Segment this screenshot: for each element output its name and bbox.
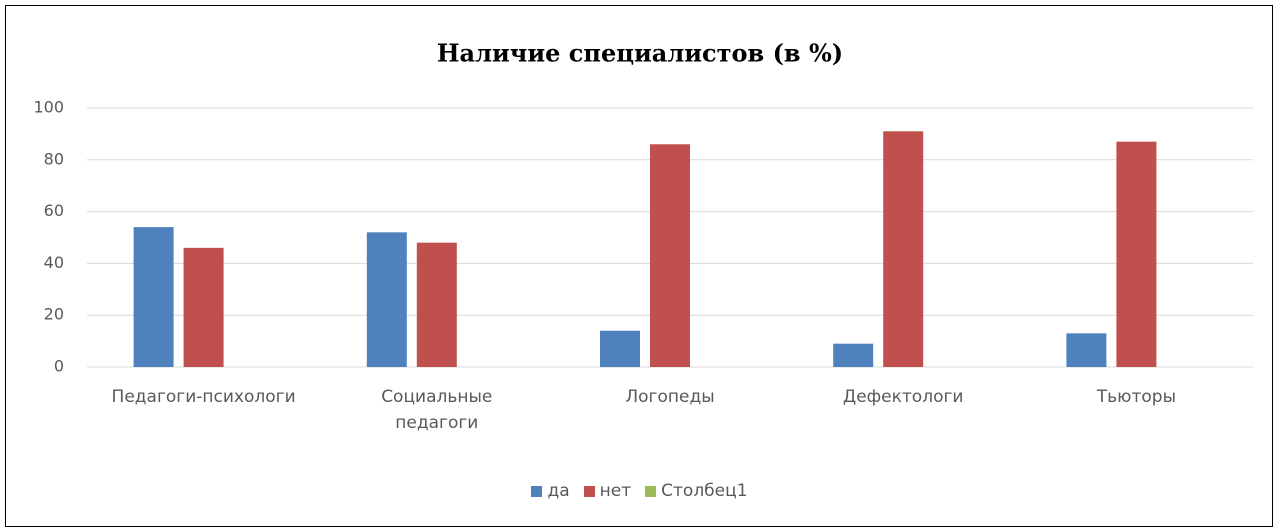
x-tick-label: Педагоги-психологи [111,387,296,407]
x-tick-label: Логопеды [625,387,715,407]
legend-label: Столбец1 [661,481,748,501]
x-tick-label: Социальные педагоги [381,387,493,433]
legend-swatch [583,485,595,497]
bar [133,227,174,367]
legend-swatch [645,485,657,497]
legend-label: нет [599,481,632,501]
y-tick-label: 20 [44,305,64,324]
y-tick-label: 60 [44,201,64,220]
legend-item: нет [583,481,632,501]
legend: да нет Столбец1 [0,481,1279,501]
bar [416,242,457,367]
y-tick-label: 100 [33,98,64,117]
bar [1116,141,1157,367]
chart-title: Наличие специалистов (в %) [437,39,843,68]
bar [883,131,924,367]
bar [183,247,224,367]
y-tick-label: 80 [44,149,64,168]
bar [600,330,640,367]
y-tick-label: 40 [44,253,64,272]
legend-item: Столбец1 [645,481,748,501]
legend-swatch [531,485,543,497]
y-tick-label: 0 [54,357,64,376]
bar [1066,333,1107,367]
legend-label: да [547,481,570,501]
legend-item: да [531,481,570,501]
bar [833,343,874,367]
x-tick-label: Тьюторы [1096,387,1176,407]
bar [650,144,690,367]
x-tick-label: Дефектологи [842,387,964,407]
bar [366,232,407,367]
